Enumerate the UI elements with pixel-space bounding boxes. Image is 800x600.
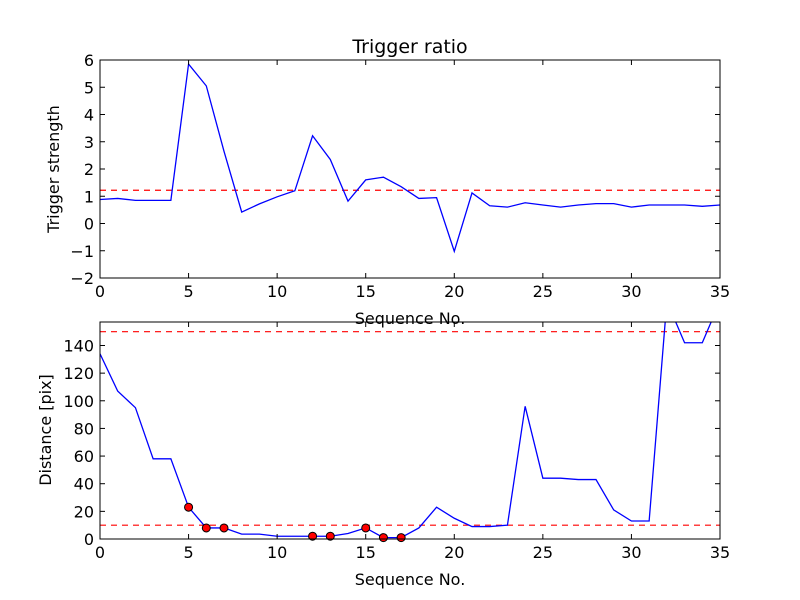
- series-line: [100, 322, 712, 539]
- data-marker: [378, 533, 388, 543]
- plot-area: 0 5 10 15 20 25 30 35 −2 −1 0 1 2 3 4 5 6: [70, 51, 730, 301]
- y-tick-label: 80: [74, 419, 94, 438]
- x-axis-label: Sequence No.: [355, 309, 466, 328]
- y-tick-label: 20: [74, 502, 94, 521]
- y-tick-label: 60: [74, 447, 94, 466]
- x-tick-label: 30: [621, 543, 641, 562]
- x-tick-label: 0: [95, 543, 105, 562]
- x-tick-label: 25: [533, 282, 553, 301]
- x-tick-label: 15: [356, 543, 376, 562]
- plot-area: 0 5 10 15 20 25 30 35 0 20 40 60 80 100 120 140: [63, 321, 730, 562]
- data-marker: [396, 533, 406, 543]
- y-tick-label: 0: [84, 530, 94, 549]
- data-marker: [308, 531, 318, 541]
- data-marker: [219, 523, 229, 533]
- y-tick-label: 100: [63, 392, 94, 411]
- x-tick-label: 15: [356, 282, 376, 301]
- data-marker: [201, 523, 211, 533]
- y-tick-label: 3: [84, 133, 94, 152]
- y-tick-label: 120: [63, 364, 94, 383]
- y-tick-label: 4: [84, 106, 94, 125]
- y-tick-label: 5: [84, 78, 94, 97]
- y-tick-label: −2: [70, 269, 94, 288]
- x-tick-label: 5: [183, 282, 193, 301]
- chart-title: Trigger ratio: [351, 36, 467, 58]
- x-tick-label: 25: [533, 543, 553, 562]
- y-tick-label: 140: [63, 336, 94, 355]
- distance-chart: 0 5 10 15 20 25 30 35 0 20 40 60 80 100 120 140 Sequenc…: [36, 321, 730, 589]
- x-tick-label: 35: [710, 282, 730, 301]
- axes-frame: [99, 321, 721, 540]
- y-tick-label: 0: [84, 215, 94, 234]
- y-tick-label: 1: [84, 187, 94, 206]
- y-axis-label: Trigger strength: [44, 105, 63, 234]
- y-tick-label: −1: [70, 242, 94, 261]
- x-axis-label: Sequence No.: [355, 570, 466, 589]
- x-tick-label: 20: [444, 282, 464, 301]
- x-tick-label: 10: [267, 543, 287, 562]
- x-tick-label: 5: [183, 543, 193, 562]
- data-marker: [361, 523, 371, 533]
- y-tick-label: 2: [84, 160, 94, 179]
- y-tick-label: 40: [74, 475, 94, 494]
- trigger-ratio-chart: Trigger ratio 0 5 10 15 20 25 30 35−2−10123456 …: [44, 36, 730, 328]
- series-line: [100, 62, 720, 254]
- y-axis-label: Distance [pix]: [36, 374, 55, 486]
- x-tick-label: 35: [710, 543, 730, 562]
- y-tick-label: 6: [84, 51, 94, 70]
- data-marker: [325, 531, 335, 541]
- x-tick-label: 30: [621, 282, 641, 301]
- data-marker: [184, 502, 194, 512]
- x-tick-label: 10: [267, 282, 287, 301]
- x-tick-label: 0: [95, 282, 105, 301]
- x-tick-label: 20: [444, 543, 464, 562]
